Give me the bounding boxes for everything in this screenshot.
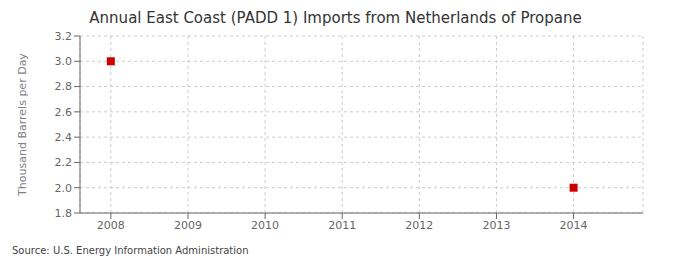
svg-text:2009: 2009 (174, 219, 202, 232)
svg-text:2.8: 2.8 (55, 80, 73, 93)
svg-text:2012: 2012 (405, 219, 433, 232)
svg-text:Thousand Barrels per Day: Thousand Barrels per Day (16, 53, 29, 197)
svg-text:2013: 2013 (482, 219, 510, 232)
svg-text:2.6: 2.6 (55, 106, 73, 119)
svg-text:2010: 2010 (251, 219, 279, 232)
svg-text:2.2: 2.2 (55, 156, 73, 169)
svg-text:1.8: 1.8 (55, 207, 73, 220)
html-text:Annual East Coast (PADD 1) Imp: Annual East Coast (PADD 1) Imports from … (89, 9, 582, 27)
svg-text:3.0: 3.0 (55, 55, 73, 68)
svg-text:2.4: 2.4 (55, 131, 73, 144)
svg-text:2008: 2008 (97, 219, 125, 232)
html-text:Source: U.S. Energy Informatio: Source: U.S. Energy Information Administ… (12, 245, 249, 256)
svg-text:3.2: 3.2 (55, 30, 73, 43)
svg-text:2014: 2014 (560, 219, 588, 232)
svg-text:2011: 2011 (328, 219, 356, 232)
svg-text:2.0: 2.0 (55, 182, 73, 195)
